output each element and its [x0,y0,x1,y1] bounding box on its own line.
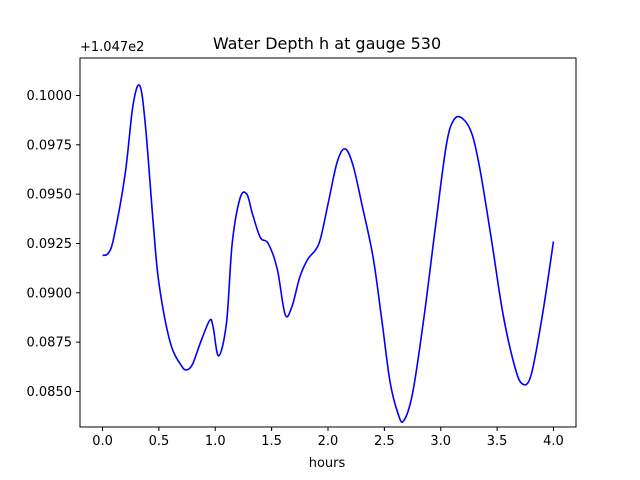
x-tick-label: 0.5 [149,434,170,449]
x-tick-label: 3.5 [487,434,508,449]
series-line [102,84,555,423]
plot-area: 0.0 0.5 1.0 1.5 2.0 2.5 3.0 3.5 4.0 0.0850 0.0875 0… [27,57,577,449]
x-tick-label: 2.5 [374,434,395,449]
y-tick-label: 0.1000 [27,89,73,104]
x-axis-label: hours [309,456,346,471]
y-tick-label: 0.0900 [27,286,73,301]
x-tick-label: 1.5 [261,434,282,449]
x-tick-label: 1.0 [205,434,226,449]
y-tick-label: 0.0950 [27,188,73,203]
x-tick-label: 4.0 [543,434,564,449]
chart-title: Water Depth h at gauge 530 [213,34,441,53]
y-offset-label: +1.047e2 [80,40,144,55]
x-tick-label: 3.0 [430,434,451,449]
y-tick-label: 0.0875 [27,336,73,351]
y-tick-label: 0.0850 [27,385,73,400]
y-tick-label: 0.0975 [27,138,73,153]
x-tick-label: 0.0 [92,434,113,449]
y-tick-label: 0.0925 [27,237,73,252]
x-tick-label: 2.0 [318,434,339,449]
